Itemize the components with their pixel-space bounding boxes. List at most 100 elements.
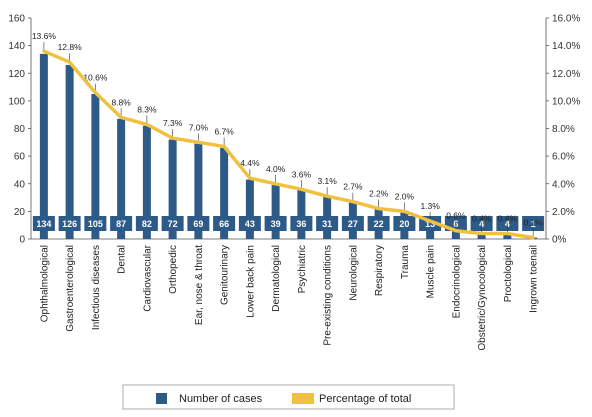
- left-tick-label: 40: [14, 179, 26, 190]
- left-tick-label: 100: [8, 96, 25, 107]
- pct-label: 4.4%: [240, 158, 260, 168]
- bar-value-label: 66: [219, 219, 229, 229]
- legend-label-percentage: Percentage of total: [319, 393, 411, 405]
- category-label: Respiratory: [374, 245, 385, 296]
- bar-value-badge: [290, 216, 313, 231]
- pct-label: 10.6%: [83, 73, 108, 83]
- bar-value-badge: [264, 216, 287, 231]
- bar-value-badge: [135, 216, 158, 231]
- bar: [220, 147, 229, 239]
- bar-value-badge: [161, 216, 184, 231]
- bar: [168, 139, 177, 239]
- bar-value-label: 22: [374, 219, 384, 229]
- bar: [65, 64, 74, 240]
- bar-value-badge: [496, 216, 519, 231]
- bar-value-label: 134: [36, 219, 51, 229]
- category-label: Dental: [117, 245, 128, 274]
- pct-label: 2.7%: [343, 182, 363, 192]
- bar-value-label: 72: [168, 219, 178, 229]
- right-tick-label: 14.0%: [552, 41, 580, 52]
- bar-value-label: 82: [142, 219, 152, 229]
- bar-value-badge: [316, 216, 339, 231]
- pct-label: 2.0%: [395, 191, 415, 201]
- right-tick-label: 2.0%: [552, 207, 575, 218]
- category-label: Trauma: [400, 245, 411, 280]
- bar: [503, 233, 512, 239]
- right-tick-label: 0%: [552, 235, 567, 246]
- pct-label: 6.7%: [214, 126, 234, 136]
- category-label: Psychiatric: [297, 245, 308, 293]
- bar-value-badge: [522, 216, 545, 231]
- pct-label: 8.3%: [137, 104, 157, 114]
- bar-value-badge: [393, 216, 416, 231]
- pct-label: 2.2%: [369, 189, 389, 199]
- bar: [451, 230, 460, 239]
- pct-label: 1.3%: [420, 201, 440, 211]
- category-label: Ophthalmological: [39, 245, 50, 322]
- category-label: Neurological: [348, 245, 359, 301]
- percentage-line: [42, 49, 535, 240]
- bar-value-label: 69: [193, 219, 203, 229]
- left-y-axis: 0 20 40 60 80 100 120 140 160: [8, 14, 546, 246]
- category-label: Cardiovascular: [142, 244, 153, 311]
- right-tick-label: 4.0%: [552, 179, 575, 190]
- bar: [477, 233, 486, 239]
- left-tick-label: 0: [19, 235, 25, 246]
- bar-value-label: 39: [271, 219, 281, 229]
- bar-value-badge: [110, 216, 133, 231]
- legend-label-cases: Number of cases: [179, 393, 263, 405]
- bar-value-label: 4: [505, 219, 510, 229]
- bar: [245, 179, 254, 239]
- category-label: Genitourinary: [220, 245, 231, 305]
- pct-label: 3.6%: [292, 169, 312, 179]
- pct-label: 13.6%: [32, 31, 57, 41]
- pct-label: 0.1%: [523, 218, 543, 228]
- bar: [194, 143, 203, 239]
- bar-value-label: 27: [348, 219, 358, 229]
- bar-value-label: 87: [116, 219, 126, 229]
- category-label: Gastroenterological: [65, 245, 76, 332]
- bar-value-label: 13: [425, 219, 435, 229]
- category-label: Ear, nose & throat: [194, 245, 205, 325]
- right-tick-label: 8.0%: [552, 124, 575, 135]
- bar-value-badge: [367, 216, 390, 231]
- bar-value-badge: [470, 216, 493, 231]
- left-tick-label: 120: [8, 69, 25, 80]
- category-label: Obstetric/Gynocological: [477, 245, 488, 351]
- bar: [297, 189, 306, 239]
- bar-value-badge: [187, 216, 210, 231]
- left-tick-label: 80: [14, 124, 26, 135]
- category-label: Pre-existing conditions: [323, 245, 334, 346]
- bar: [39, 53, 48, 239]
- category-label: Orthopedic: [168, 245, 179, 294]
- legend-frame: [122, 384, 455, 410]
- category-label: Lower back pain: [245, 245, 256, 318]
- pct-label: 0.6%: [446, 211, 466, 221]
- left-tick-label: 60: [14, 152, 26, 163]
- bar-value-badge: [58, 216, 81, 231]
- pct-label: 7.0%: [189, 122, 209, 132]
- bar-value-label: 20: [399, 219, 409, 229]
- bar-value-label: 105: [88, 219, 103, 229]
- line-series: 13.6%12.8%10.6%8.8%8.3%7.3% 7.0% 6.7%4.4%4…: [32, 31, 543, 240]
- right-tick-label: 12.0%: [552, 69, 580, 80]
- bar-value-label: 126: [62, 219, 77, 229]
- category-label: Infectious diseases: [91, 245, 102, 330]
- bar-value-label: 36: [296, 219, 306, 229]
- pct-label: 12.8%: [58, 42, 83, 52]
- bar-value-badge: [341, 216, 364, 231]
- bar-value-label: 1: [531, 219, 536, 229]
- legend: Number of cases Percentage of total: [122, 384, 455, 410]
- bar: [91, 93, 100, 239]
- left-tick-label: 140: [8, 41, 25, 52]
- bar-series: 134 126 105 87 82 72 69 66 43 39 36 31 27 22 20 13 6 4 4 1: [32, 53, 545, 240]
- left-tick-label: 160: [8, 14, 25, 25]
- category-label: Endocrinological: [451, 245, 462, 318]
- category-label: Ingrown toenail: [529, 245, 540, 313]
- bar: [142, 125, 151, 239]
- right-y-axis: 0% 2.0% 4.0% 6.0% 8.0% 10.0% 12.0% 14.0% 16.0%: [545, 14, 580, 246]
- bar: [117, 118, 126, 239]
- legend-swatch-cases: [156, 393, 167, 404]
- right-tick-label: 16.0%: [552, 14, 580, 25]
